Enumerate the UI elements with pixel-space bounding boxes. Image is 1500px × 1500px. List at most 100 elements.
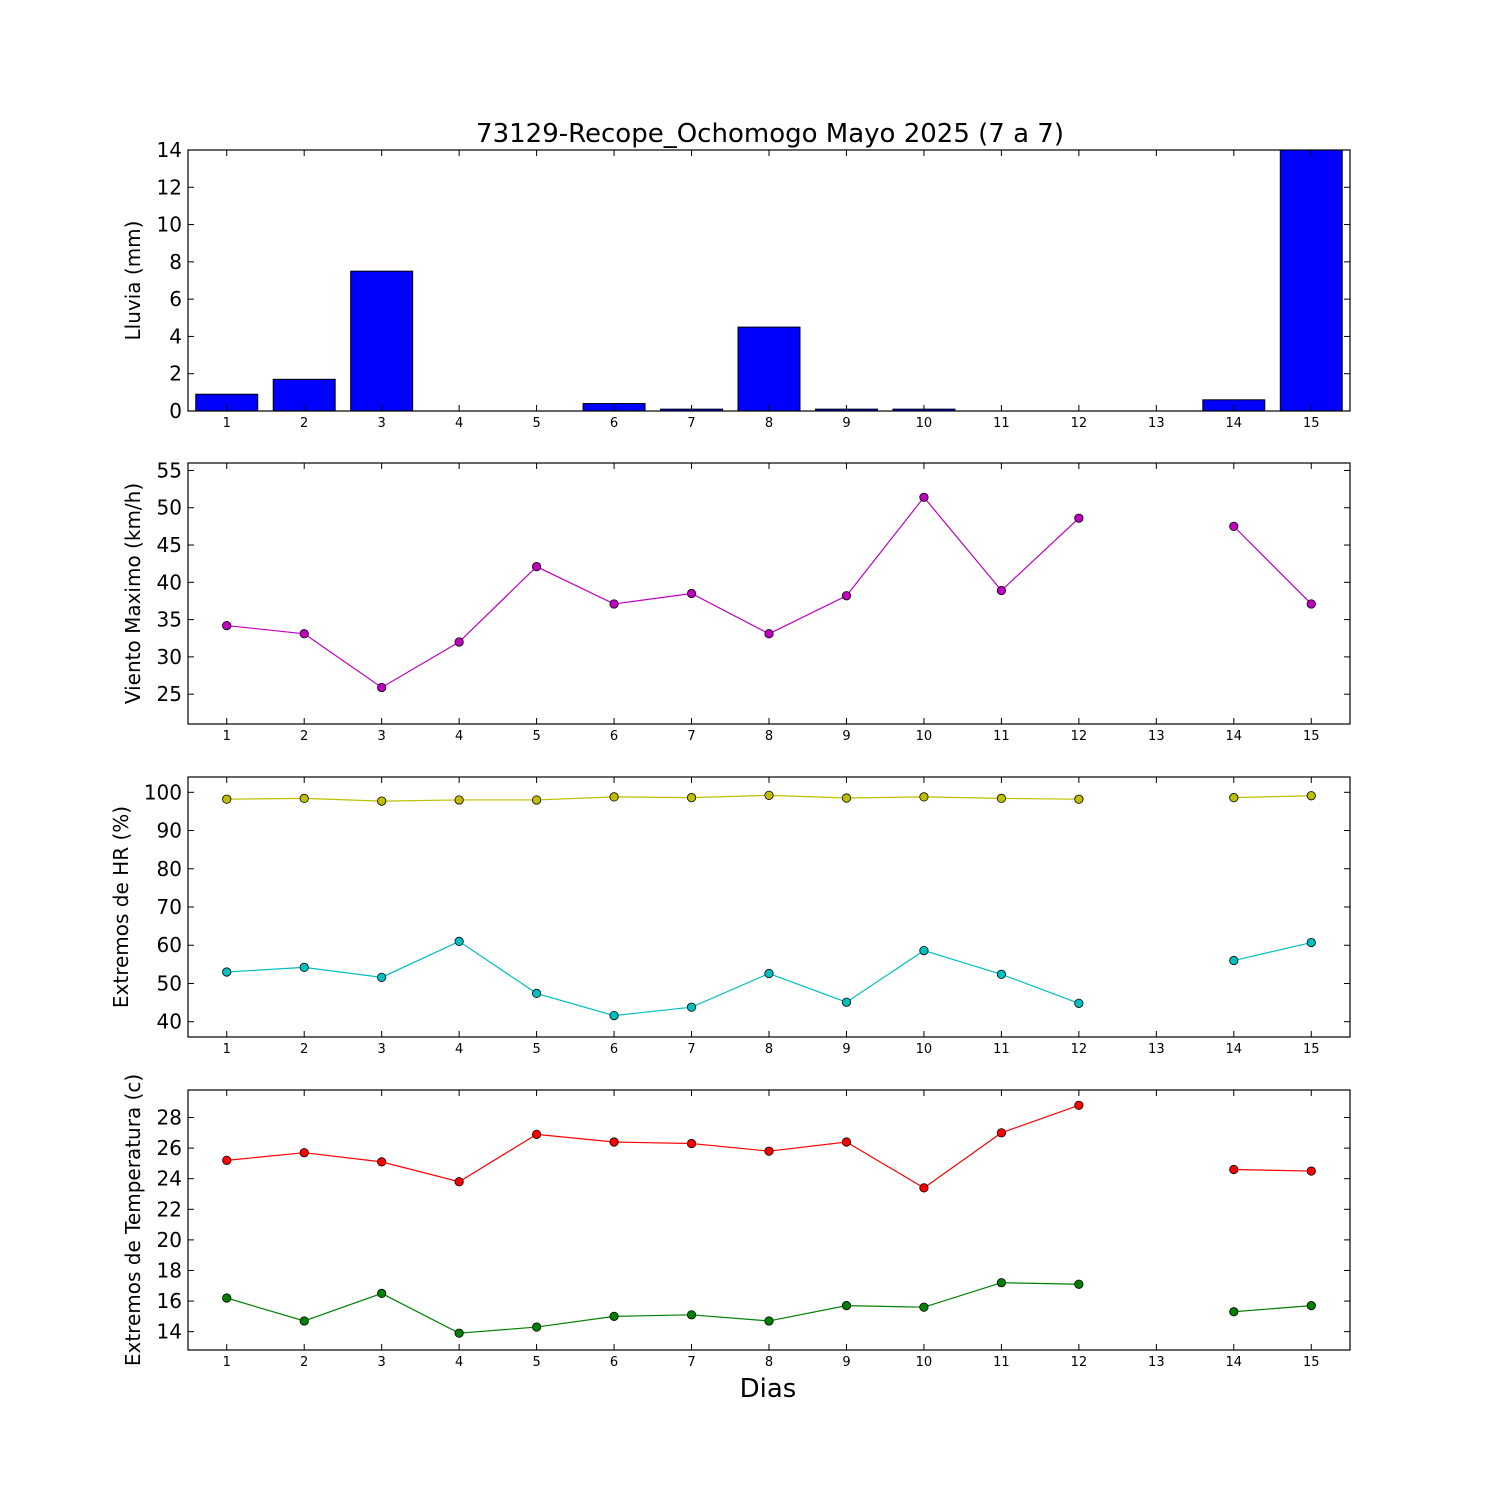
series-1-point-day-15 [1306, 791, 1316, 801]
x-tick-label: 1 [223, 729, 231, 744]
series-1-line [1233, 795, 1312, 799]
series-2-point-day-15 [1306, 937, 1316, 948]
series-2-point-day-14 [1229, 955, 1239, 966]
panel-lluvia: Lluvia (mm)1 2 3 4 5 6 7 8 9 10 11 12 13 14 1502468101… [121, 138, 1351, 431]
y-axis-label-lluvia: Lluvia (mm) [121, 221, 145, 341]
series-2-point-day-5 [531, 1322, 542, 1332]
x-tick-label: 13 [1148, 416, 1165, 431]
x-tick-label: 4 [455, 729, 463, 744]
series-1-point-day-8 [764, 790, 774, 800]
series-2-point-day-3 [377, 1288, 387, 1299]
series-2-point-day-1 [222, 1293, 232, 1303]
x-tick-label: 15 [1303, 1042, 1320, 1057]
panel-temperatura: Extremos de Temperatura (c) 1 2 3 4 5 6 7 8 9 10 11… [121, 1074, 1351, 1370]
series-2-point-day-7 [686, 1310, 697, 1320]
x-tick-label: 11 [993, 416, 1010, 431]
series-2-line [226, 940, 1080, 1017]
x-tick-label: 5 [532, 729, 540, 744]
x-tick-label: 3 [378, 729, 386, 744]
series-1-point-day-10 [919, 1183, 929, 1193]
panel-humedad: Extremos de HR (%)1 2 3 4 5 6 7 8 9 10 11 12 13 14 154… [109, 776, 1351, 1057]
series-2-point-day-11 [996, 1278, 1007, 1288]
x-tick-label: 14 [1226, 729, 1243, 744]
series-1-point-day-2 [299, 793, 309, 804]
bar-day-3 [350, 270, 414, 412]
chart-title: 73129-Recope_Ochomogo Mayo 2025 (7 a 7) [476, 119, 1064, 149]
axes-frame [187, 776, 1351, 1038]
y-tick-label: 28 [157, 1106, 182, 1130]
x-tick-label: 15 [1303, 729, 1320, 744]
series-2-point-day-12 [1074, 1279, 1084, 1289]
series-1-point-day-14 [1229, 521, 1239, 531]
series-1-point-day-12 [1074, 1100, 1084, 1110]
series-1-point-day-1 [222, 1155, 232, 1165]
series-1-point-day-3 [377, 1157, 387, 1167]
series-1-line [226, 794, 1079, 802]
series-2-point-day-8 [764, 968, 774, 979]
series-2-point-day-2 [299, 962, 309, 973]
series-1-point-day-5 [531, 562, 542, 572]
x-tick-label: 3 [378, 1355, 386, 1370]
series-1-point-day-14 [1229, 1164, 1239, 1175]
y-tick-label: 40 [157, 570, 182, 594]
x-tick-label: 3 [378, 416, 386, 431]
x-tick-label: 2 [300, 1355, 308, 1370]
x-tick-label: 13 [1148, 1355, 1165, 1370]
x-axis-label: Dias [740, 1374, 797, 1404]
x-tick-label: 11 [993, 1355, 1010, 1370]
y-tick-label: 40 [157, 1010, 182, 1034]
series-1-point-day-2 [299, 629, 309, 639]
y-tick-label: 45 [157, 533, 182, 557]
x-tick-label: 11 [993, 1042, 1010, 1057]
y-tick-label: 55 [157, 458, 182, 482]
y-axis-label-temperatura: Extremos de Temperatura (c) [121, 1074, 145, 1366]
y-tick-label: 50 [157, 496, 182, 520]
series-1-point-day-3 [377, 682, 387, 693]
series-1-point-day-4 [454, 795, 464, 805]
bar-day-8 [737, 326, 801, 412]
series-1-line [1233, 1168, 1312, 1172]
x-tick-label: 2 [300, 1042, 308, 1057]
x-tick-label: 9 [842, 729, 850, 744]
y-tick-label: 6 [169, 287, 182, 311]
y-tick-label: 80 [157, 857, 182, 881]
y-tick-label: 20 [157, 1228, 182, 1252]
x-tick-label: 3 [378, 1042, 386, 1057]
x-tick-label: 15 [1303, 416, 1320, 431]
series-1-point-day-4 [454, 1177, 464, 1187]
series-2-point-day-12 [1074, 998, 1084, 1008]
series-1-point-day-2 [299, 1148, 309, 1158]
y-tick-label: 14 [157, 1320, 182, 1344]
series-1-point-day-9 [841, 591, 852, 601]
series-2-point-day-7 [686, 1002, 697, 1012]
x-tick-label: 13 [1148, 1042, 1165, 1057]
y-tick-label: 30 [157, 645, 182, 669]
x-tick-label: 12 [1071, 416, 1088, 431]
y-tick-label: 25 [157, 682, 182, 706]
series-2-point-day-4 [454, 1328, 464, 1338]
series-1-point-day-10 [919, 792, 929, 802]
y-tick-label: 8 [169, 250, 182, 274]
x-tick-label: 5 [532, 1042, 540, 1057]
x-tick-label: 6 [610, 729, 618, 744]
series-1-point-day-5 [531, 1129, 542, 1139]
series-1-point-day-12 [1074, 794, 1084, 804]
series-2-point-day-10 [919, 945, 929, 956]
x-tick-label: 10 [916, 1355, 933, 1370]
series-2-point-day-10 [919, 1302, 929, 1312]
series-2-line [226, 1282, 1079, 1334]
series-1-point-day-3 [377, 796, 387, 806]
x-tick-label: 7 [687, 1042, 695, 1057]
series-1-point-day-4 [454, 637, 464, 647]
x-tick-label: 12 [1071, 1355, 1088, 1370]
series-2-line [1233, 1305, 1312, 1313]
y-tick-label: 24 [157, 1167, 182, 1191]
y-tick-label: 4 [169, 324, 182, 348]
x-tick-label: 14 [1226, 416, 1243, 431]
x-tick-label: 2 [300, 416, 308, 431]
x-tick-label: 8 [765, 416, 773, 431]
y-tick-label: 0 [169, 399, 182, 423]
x-tick-label: 5 [532, 416, 540, 431]
x-tick-label: 11 [993, 729, 1010, 744]
series-2-point-day-9 [841, 997, 852, 1007]
